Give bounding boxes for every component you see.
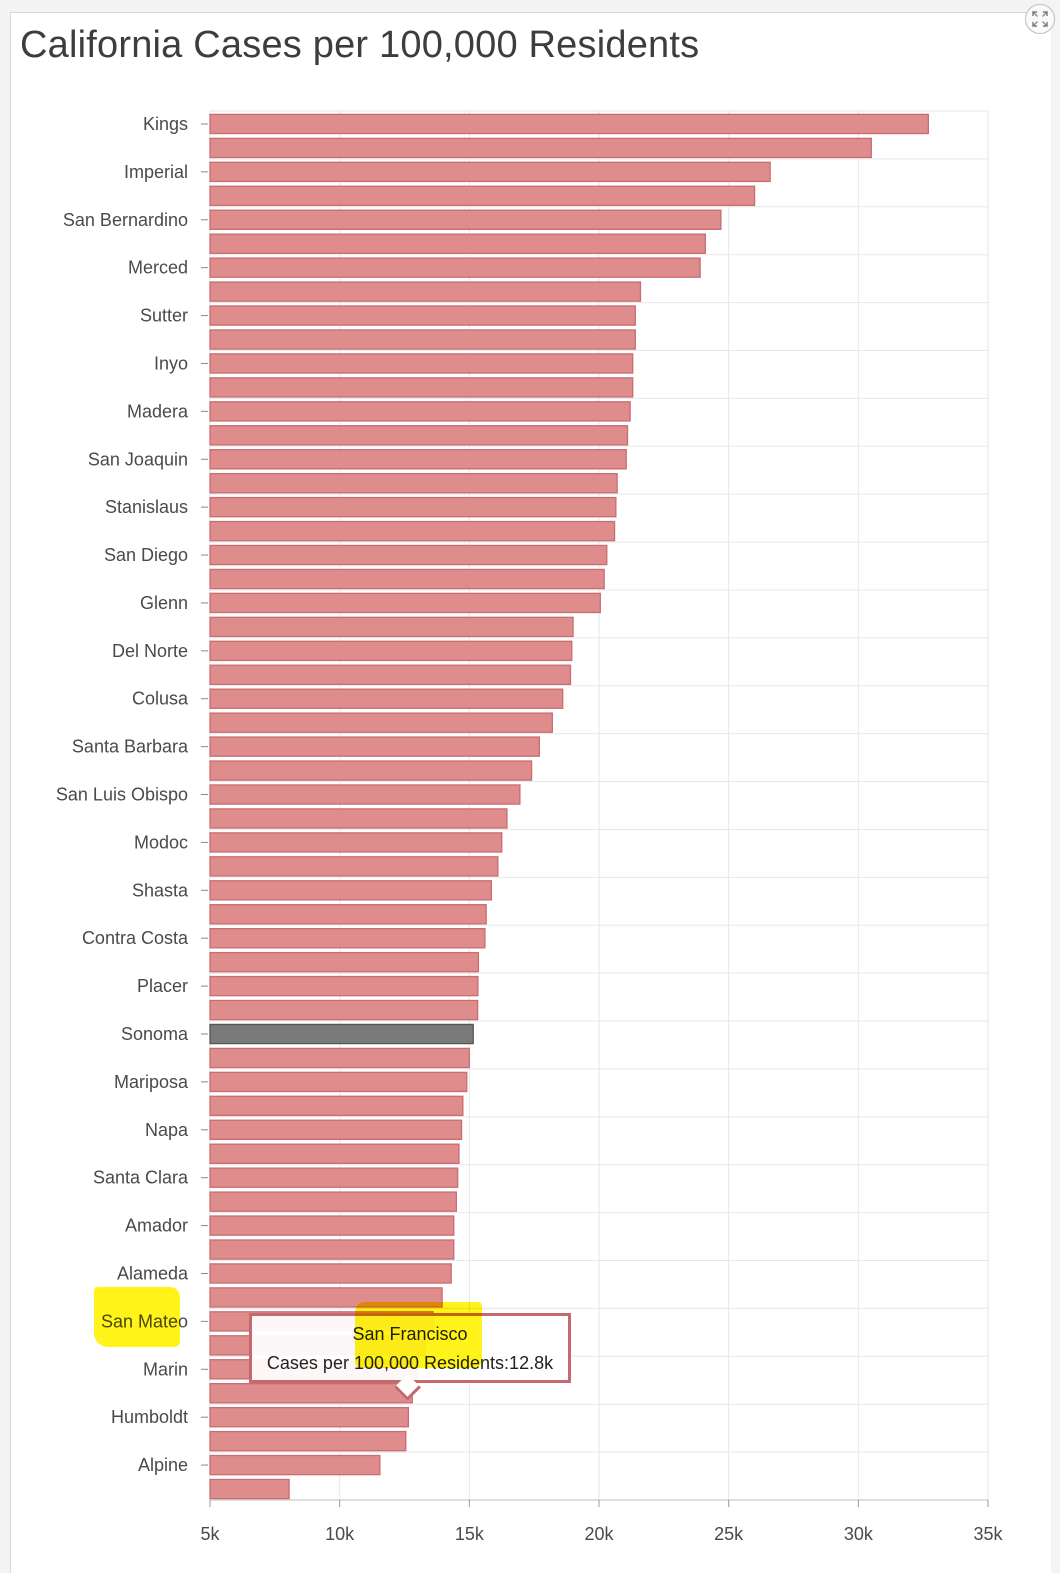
category-label: Santa Barbara [72, 737, 189, 757]
bar [209, 1191, 458, 1212]
yellow-highlight-mark [94, 1287, 180, 1347]
bar [209, 736, 541, 757]
bar [209, 1239, 455, 1260]
bar [209, 1478, 290, 1500]
category-label: San Joaquin [88, 449, 188, 469]
bar [209, 1167, 459, 1188]
bar [209, 1047, 470, 1069]
category-label: Inyo [154, 353, 188, 373]
category-label: Madera [127, 401, 189, 421]
bar [209, 1454, 381, 1476]
bar [209, 1071, 468, 1093]
bar [209, 1383, 413, 1404]
bar [209, 1430, 407, 1452]
category-label: San Diego [104, 545, 188, 565]
bar [209, 353, 634, 374]
bar [209, 856, 499, 877]
category-label: Modoc [134, 832, 188, 852]
bar [209, 209, 722, 231]
bar [209, 808, 508, 829]
bar [209, 161, 771, 183]
x-tick-label: 25k [714, 1524, 744, 1544]
x-axis: 5k 10k 15k 20k 25k 30k 35k [200, 1499, 1004, 1544]
bar [209, 1119, 463, 1141]
expand-button[interactable] [1025, 4, 1055, 34]
x-tick-label: 5k [200, 1524, 220, 1544]
category-label: Marin [143, 1359, 188, 1379]
bar [209, 401, 631, 422]
bar [209, 975, 479, 997]
x-tick-label: 15k [455, 1524, 485, 1544]
bar [209, 329, 636, 350]
bar [209, 688, 564, 709]
bar [209, 305, 636, 326]
category-label: Merced [128, 258, 188, 278]
bar-group [209, 113, 929, 1500]
bar [209, 712, 553, 733]
yellow-highlight-mark [355, 1302, 482, 1368]
bar [209, 951, 480, 973]
bar [209, 832, 503, 853]
category-label: Alameda [117, 1263, 189, 1283]
bar [209, 1095, 464, 1117]
category-label: Humboldt [111, 1407, 188, 1427]
category-label: Stanislaus [105, 497, 188, 517]
category-label: Imperial [124, 162, 188, 182]
category-label: Mariposa [114, 1072, 189, 1092]
category-label: Santa Clara [93, 1168, 189, 1188]
bar [209, 233, 706, 254]
category-label: Napa [145, 1120, 189, 1140]
bar [209, 377, 634, 398]
x-tick-label: 35k [973, 1524, 1003, 1544]
x-tick-label: 10k [325, 1524, 355, 1544]
bar [209, 616, 574, 638]
bar [209, 113, 929, 135]
bar [209, 592, 601, 614]
bar [209, 664, 572, 686]
bar [209, 640, 573, 662]
category-label: Shasta [132, 880, 189, 900]
category-label: Alpine [138, 1455, 188, 1475]
bar [209, 185, 756, 207]
category-label: Contra Costa [82, 928, 189, 948]
bar [209, 257, 701, 278]
bar [209, 760, 533, 781]
bar [209, 496, 617, 518]
category-label: Colusa [132, 689, 189, 709]
bar [209, 544, 608, 566]
bar [209, 1143, 460, 1164]
bar [209, 880, 493, 901]
expand-icon [1032, 11, 1048, 27]
category-labels: Kings Imperial San Bernardino Merced Sutter I… [56, 114, 208, 1475]
category-label: San Bernardino [63, 210, 188, 230]
category-label: Del Norte [112, 641, 188, 661]
category-label: Sonoma [121, 1024, 189, 1044]
category-label: Placer [137, 976, 188, 996]
bar [209, 1406, 410, 1428]
bar [209, 281, 642, 302]
x-tick-label: 30k [844, 1524, 874, 1544]
bar [209, 449, 627, 470]
category-label: Amador [125, 1216, 188, 1236]
bar [209, 472, 618, 494]
category-label: Glenn [140, 593, 188, 613]
bar [209, 784, 521, 805]
category-label: Kings [143, 114, 188, 134]
bar [209, 927, 486, 949]
bar [209, 904, 487, 925]
category-label: San Luis Obispo [56, 785, 188, 805]
bar [209, 137, 872, 159]
bar [209, 520, 616, 542]
bar [209, 1215, 455, 1236]
bar [209, 1263, 452, 1284]
bar [209, 568, 605, 590]
x-tick-label: 20k [584, 1524, 614, 1544]
bar [209, 999, 479, 1021]
bar-highlighted [209, 1023, 474, 1045]
bar [209, 425, 629, 446]
category-label: Sutter [140, 306, 188, 326]
chart-title: California Cases per 100,000 Residents [20, 24, 700, 66]
